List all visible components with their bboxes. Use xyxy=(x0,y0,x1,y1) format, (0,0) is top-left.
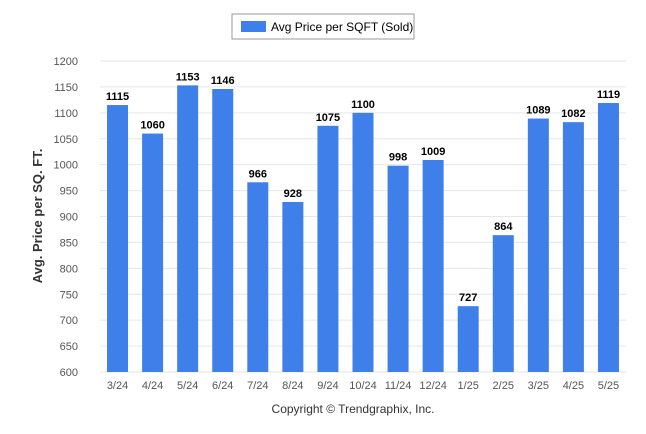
data-label: 1146 xyxy=(211,75,235,87)
copyright-text: Copyright © Trendgraphix, Inc. xyxy=(272,402,435,416)
bar-1-25[interactable] xyxy=(457,306,479,372)
y-tick-label: 1200 xyxy=(54,56,78,68)
y-tick-label: 1000 xyxy=(54,160,78,172)
bar-5-24[interactable] xyxy=(177,85,199,372)
x-tick-label: 5/25 xyxy=(598,380,619,392)
y-tick-label: 650 xyxy=(60,341,78,353)
legend[interactable]: Avg Price per SQFT (Sold) xyxy=(231,13,415,40)
bar-12-24[interactable] xyxy=(422,160,444,372)
bar-6-24[interactable] xyxy=(212,88,234,373)
x-tick-label: 10/24 xyxy=(349,380,377,392)
data-label: 1100 xyxy=(351,99,375,111)
bar-3-25[interactable] xyxy=(527,118,549,372)
data-label: 1119 xyxy=(597,89,620,101)
y-tick-label: 600 xyxy=(60,367,78,379)
x-tick-label: 3/25 xyxy=(528,380,549,392)
bar-2-25[interactable] xyxy=(492,235,514,372)
x-tick-label: 9/24 xyxy=(317,380,338,392)
data-label: 1075 xyxy=(316,112,340,124)
y-tick-label: 950 xyxy=(60,186,78,198)
bar-5-25[interactable] xyxy=(597,102,619,373)
y-tick-label: 1150 xyxy=(54,82,78,94)
x-tick-label: 4/24 xyxy=(142,380,163,392)
x-tick-label: 4/25 xyxy=(563,380,584,392)
data-label: 1089 xyxy=(526,105,550,117)
bar-8-24[interactable] xyxy=(282,201,304,372)
legend-swatch xyxy=(241,21,266,32)
bar-11-24[interactable] xyxy=(387,165,409,372)
bar-3-24[interactable] xyxy=(107,105,129,372)
x-tick-label: 11/24 xyxy=(385,380,412,392)
bar-4-25[interactable] xyxy=(562,122,584,372)
data-label: 864 xyxy=(494,221,513,233)
bar-10-24[interactable] xyxy=(352,112,374,372)
data-label: 1009 xyxy=(421,146,445,158)
bar-9-24[interactable] xyxy=(317,125,339,373)
x-tick-label: 6/24 xyxy=(212,380,233,392)
x-tick-label: 3/24 xyxy=(107,380,128,392)
y-tick-label: 1100 xyxy=(54,108,78,120)
y-tick-label: 1050 xyxy=(54,134,78,146)
x-tick-label: 1/25 xyxy=(457,380,478,392)
data-labels: 1115 1060 1153 1146 966 928 1075 1100 998 1009 727… xyxy=(106,71,620,304)
x-tick-label: 8/24 xyxy=(282,380,303,392)
x-tick-label: 5/24 xyxy=(177,380,198,392)
y-axis-title: Avg. Price per SQ. FT. xyxy=(30,149,45,284)
bars xyxy=(107,85,619,373)
data-label: 966 xyxy=(249,168,267,180)
data-label: 998 xyxy=(389,152,407,164)
data-label: 727 xyxy=(459,292,477,304)
x-tick-label: 2/25 xyxy=(493,380,514,392)
y-tick-label: 750 xyxy=(60,289,78,301)
bar-4-24[interactable] xyxy=(142,133,164,372)
data-label: 1060 xyxy=(140,120,164,132)
data-label: 928 xyxy=(284,188,302,200)
y-axis-ticks: 600 650 700 750 800 850 900 950 1000 1050 1100 1150… xyxy=(54,56,78,379)
data-label: 1115 xyxy=(106,91,129,103)
y-tick-label: 800 xyxy=(60,263,78,275)
y-tick-label: 700 xyxy=(60,315,78,327)
y-tick-label: 850 xyxy=(60,237,78,249)
bar-7-24[interactable] xyxy=(247,182,269,372)
legend-label: Avg Price per SQFT (Sold) xyxy=(271,20,413,34)
x-tick-label: 7/24 xyxy=(247,380,268,392)
x-tick-label: 12/24 xyxy=(419,380,447,392)
x-axis-ticks: 3/24 4/24 5/24 6/24 7/24 8/24 9/24 10/24 11/24 12… xyxy=(107,380,619,392)
data-label: 1082 xyxy=(561,108,585,120)
data-label: 1153 xyxy=(176,71,200,83)
y-tick-label: 900 xyxy=(60,212,78,224)
